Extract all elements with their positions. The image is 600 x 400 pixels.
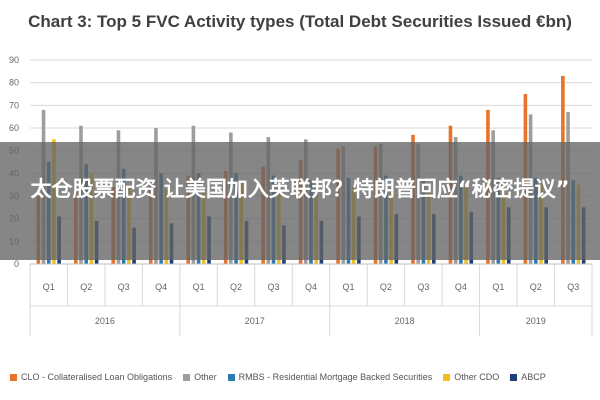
x-tick-label: Q4 (155, 282, 167, 292)
legend-item: RMBS - Residential Mortgage Backed Secur… (227, 372, 433, 382)
legend-item: Other (183, 372, 217, 382)
legend-swatch (443, 373, 451, 381)
y-tick-label: 80 (9, 78, 19, 88)
legend-label: ABCP (521, 372, 546, 382)
x-tick-label: Q3 (118, 282, 130, 292)
chart-title: Chart 3: Top 5 FVC Activity types (Total… (28, 12, 572, 31)
legend-item: CLO - Collateralised Loan Obligations (10, 372, 172, 382)
overlay-headline: 太仓股票配资 让美国加入英联邦？特朗普回应“秘密提议” (30, 177, 570, 201)
legend-item: Other CDO (443, 372, 499, 382)
x-tick-label: Q2 (80, 282, 92, 292)
x-tick-label: Q2 (230, 282, 242, 292)
x-tick-label: Q3 (567, 282, 579, 292)
x-tick-label: Q1 (342, 282, 354, 292)
legend-label: CLO - Collateralised Loan Obligations (21, 372, 173, 382)
year-label: 2019 (526, 316, 546, 326)
x-tick-label: Q4 (455, 282, 467, 292)
legend-label: RMBS - Residential Mortgage Backed Secur… (238, 372, 433, 382)
y-tick-label: 60 (9, 123, 19, 133)
y-tick-label: 0 (14, 259, 19, 269)
x-axis-tick-labels: Q1 Q2 Q3 Q4 Q1 Q2 Q3 Q4 Q1 Q2 Q3 Q4 Q1 Q2 Q3 (29, 263, 593, 307)
y-tick-label: 90 (9, 55, 19, 65)
legend-item: ABCP (510, 372, 546, 382)
x-tick-label: Q1 (193, 282, 205, 292)
chart-legend: CLO - Collateralised Loan Obligations Oth… (10, 372, 595, 382)
year-label: 2017 (245, 316, 265, 326)
legend-swatch (227, 373, 235, 381)
year-label: 2016 (95, 316, 115, 326)
x-tick-label: Q3 (417, 282, 429, 292)
x-tick-label: Q1 (43, 282, 55, 292)
legend-label: Other CDO (454, 372, 500, 382)
x-tick-label: Q2 (380, 282, 392, 292)
x-tick-label: Q3 (268, 282, 280, 292)
legend-swatch (510, 373, 518, 381)
x-tick-label: Q2 (530, 282, 542, 292)
y-tick-label: 70 (9, 100, 19, 110)
x-axis-year-labels: 2016 2017 2018 2019 (29, 306, 593, 336)
legend-swatch (183, 373, 191, 381)
year-label: 2018 (395, 316, 415, 326)
x-tick-label: Q1 (492, 282, 504, 292)
legend-swatch (10, 373, 17, 381)
x-tick-label: Q4 (305, 282, 317, 292)
legend-label: Other (194, 372, 217, 382)
overlay-banner: 太仓股票配资 让美国加入英联邦？特朗普回应“秘密提议” (0, 142, 600, 260)
